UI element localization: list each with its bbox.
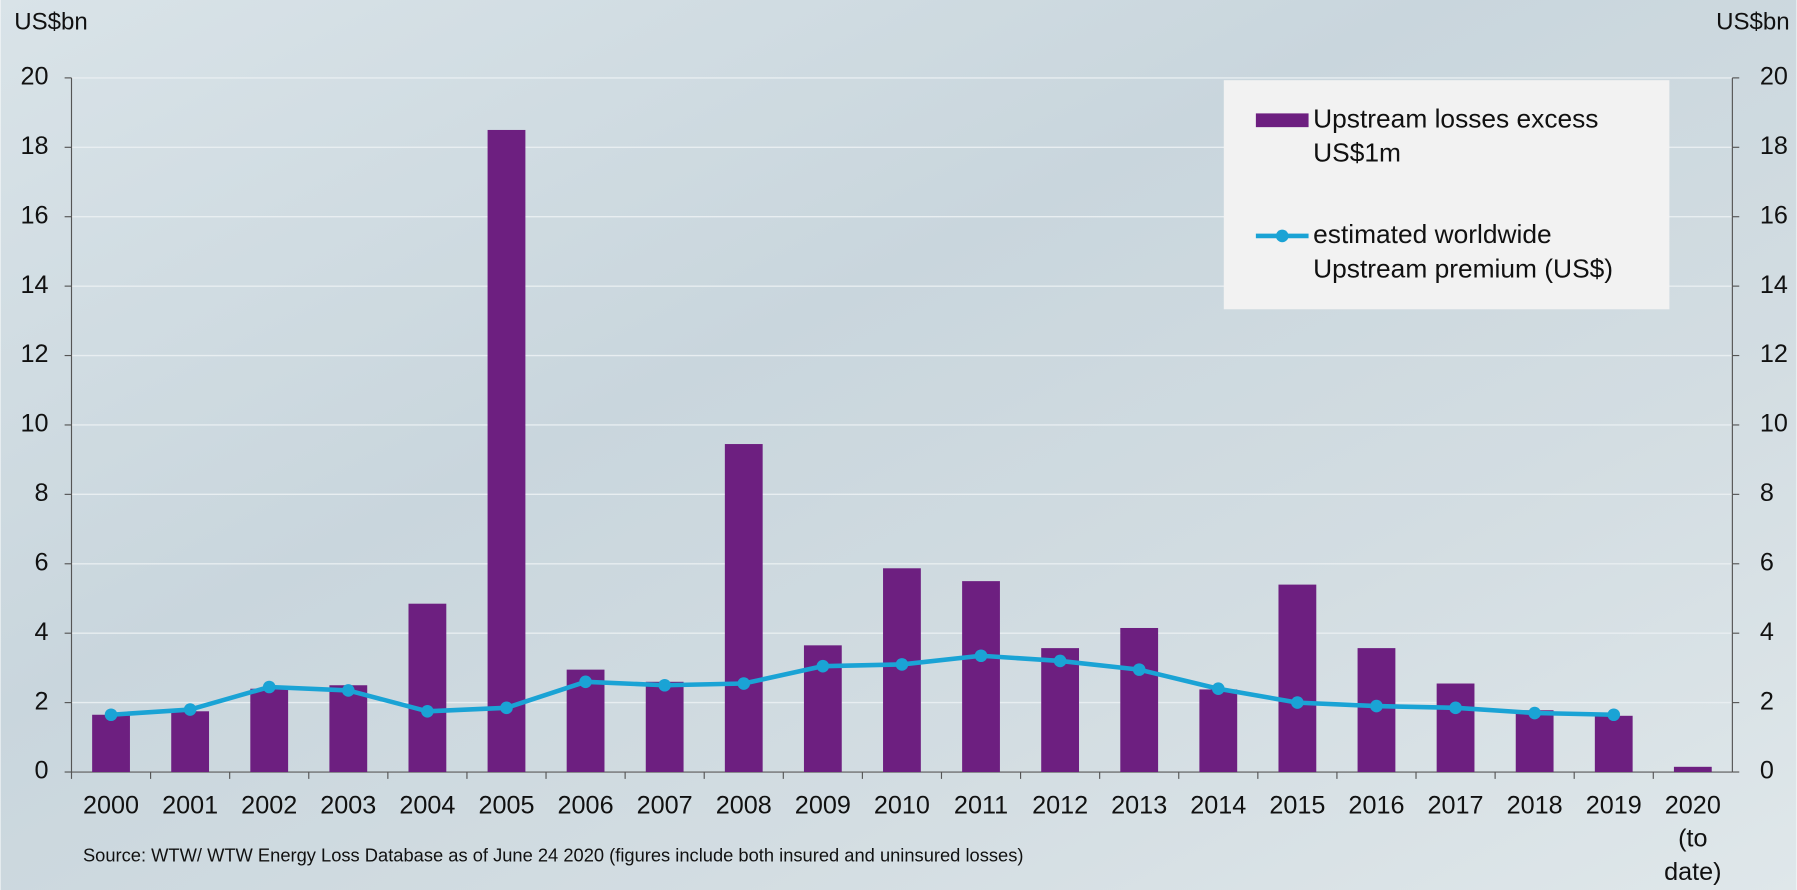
y2-tick-label: 2 — [1760, 687, 1774, 715]
line-point — [183, 703, 197, 716]
y-tick-label: 12 — [21, 340, 49, 368]
x-tick-label: 2010 — [874, 791, 930, 819]
line-point — [342, 684, 355, 697]
bar — [1515, 710, 1554, 773]
y2-tick-label: 10 — [1760, 410, 1788, 438]
y-tick-label: 20 — [21, 63, 49, 91]
bar — [250, 688, 289, 773]
y2-tick-label: 8 — [1760, 479, 1774, 507]
line-point — [579, 675, 592, 689]
y2-axis-unit: US$bn — [1716, 8, 1790, 35]
line-point — [421, 704, 434, 718]
bar — [1673, 766, 1712, 773]
line-point — [1053, 654, 1067, 668]
y2-tick-label: 6 — [1760, 548, 1774, 576]
line-point — [658, 678, 671, 692]
line-point — [1291, 696, 1304, 709]
x-tick-label: 2003 — [320, 791, 376, 819]
bar — [1120, 627, 1159, 773]
x-tick-label: 2013 — [1111, 791, 1167, 819]
line-point — [104, 708, 118, 722]
line — [110, 653, 1614, 718]
y-tick-label: 4 — [35, 618, 49, 646]
x-tick-label: 2015 — [1269, 791, 1325, 819]
y2-tick-label: 14 — [1760, 271, 1788, 299]
line-point — [1607, 708, 1621, 722]
line-point — [1211, 682, 1225, 696]
y2-tick-label: 16 — [1760, 201, 1788, 229]
legend-label: estimated worldwide Upstream premium (US$… — [1313, 219, 1613, 283]
x-tick-label: 2011 — [954, 791, 1008, 819]
y-tick-label: 0 — [35, 757, 49, 785]
x-tick-label: 2016 — [1348, 791, 1404, 819]
line-point — [895, 658, 909, 671]
line-point — [974, 649, 988, 663]
bar — [1041, 648, 1080, 773]
legend-label: Upstream losses excess US$1m — [1313, 103, 1598, 167]
y2-tick-label: 4 — [1760, 618, 1774, 646]
x-tick-label: 2000 — [83, 791, 139, 819]
line-point — [1528, 706, 1541, 720]
x-tick-label: 2006 — [558, 791, 614, 819]
bar — [645, 681, 684, 773]
y-tick-label: 2 — [35, 687, 49, 715]
bar — [1278, 584, 1317, 773]
x-tick-label: 2009 — [795, 791, 851, 819]
bar — [171, 711, 210, 773]
bar — [487, 129, 526, 773]
y2-tick-label: 12 — [1760, 340, 1788, 368]
y-axis-unit: US$bn — [14, 8, 88, 35]
y-tick-label: 18 — [21, 132, 49, 160]
line-point — [737, 677, 751, 690]
y2-tick-label: 20 — [1760, 63, 1788, 91]
y2-tick-label: 18 — [1760, 132, 1788, 160]
legend-swatch — [1255, 113, 1309, 128]
y-tick-label: 16 — [21, 201, 49, 229]
legend-swatch-point — [1275, 229, 1289, 243]
y-tick-label: 6 — [35, 548, 49, 576]
y-tick-label: 14 — [21, 271, 49, 299]
x-tick-label: 2020 (to date) — [1664, 791, 1721, 885]
bar — [1594, 715, 1633, 773]
bar — [962, 581, 1000, 773]
bar — [1199, 689, 1238, 773]
line-point — [1132, 663, 1146, 676]
bar — [724, 444, 763, 773]
y-tick-label: 10 — [21, 410, 49, 438]
line-point — [816, 659, 830, 673]
x-tick-label: 2007 — [637, 791, 693, 819]
x-tick-label: 2014 — [1190, 791, 1246, 819]
line-point — [1449, 701, 1462, 715]
x-tick-label: 2005 — [478, 791, 534, 819]
bar — [329, 685, 368, 773]
y-tick-label: 8 — [35, 479, 49, 507]
bar — [92, 714, 130, 773]
line-point — [262, 680, 276, 694]
bar — [1436, 683, 1475, 773]
line-point — [500, 701, 513, 715]
x-tick-label: 2017 — [1428, 791, 1484, 819]
x-tick-label: 2012 — [1032, 791, 1088, 819]
source-note: Source: WTW/ WTW Energy Loss Database as… — [83, 845, 1024, 866]
x-tick-label: 2002 — [241, 791, 297, 819]
x-tick-label: 2001 — [162, 791, 218, 819]
bar — [408, 603, 447, 773]
x-tick-label: 2019 — [1586, 791, 1642, 819]
y2-tick-label: 0 — [1760, 757, 1774, 785]
x-tick-label: 2008 — [716, 791, 772, 819]
x-tick-label: 2004 — [399, 791, 455, 819]
x-tick-label: 2018 — [1507, 791, 1563, 819]
line-point — [1370, 699, 1383, 713]
